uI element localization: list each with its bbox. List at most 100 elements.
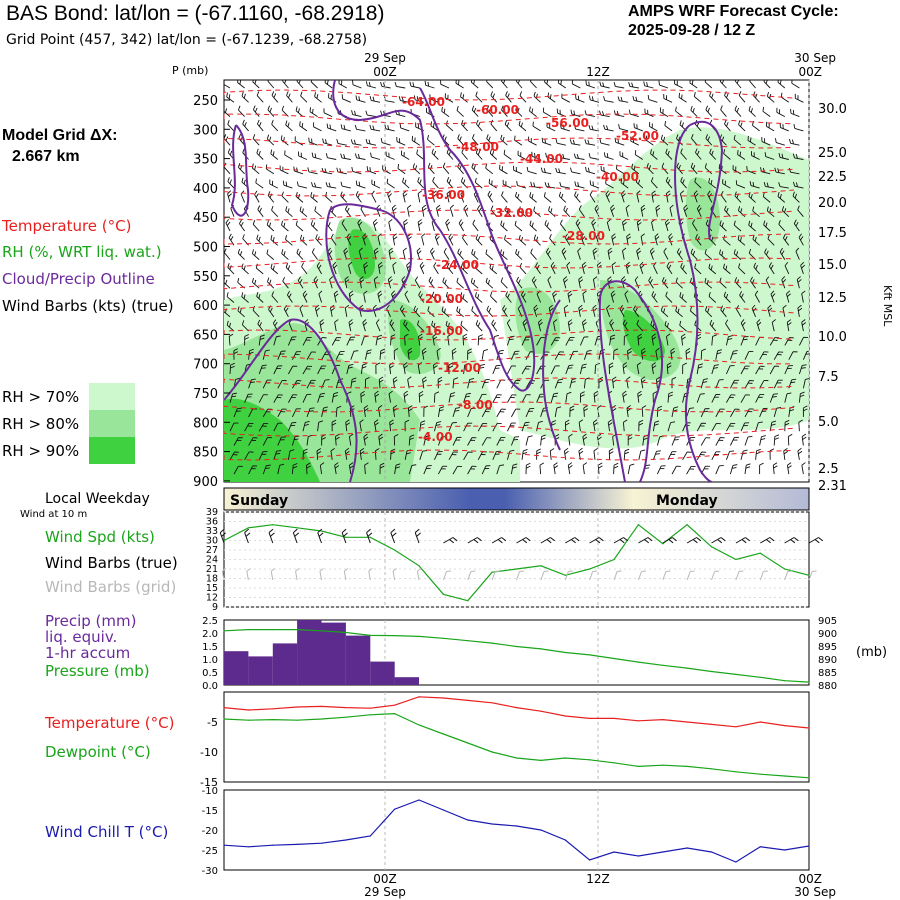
wind-barb (244, 422, 254, 432)
temperature-line-point (637, 720, 640, 722)
wind-barb (350, 350, 359, 360)
wind-barb (363, 405, 369, 417)
wind-barb (340, 124, 351, 132)
wind-barb (371, 179, 381, 189)
wind-barb (583, 405, 589, 417)
wind-barb-true (317, 528, 324, 544)
wind-barb (370, 152, 381, 160)
wind-barb (421, 233, 426, 246)
wind-barb (692, 219, 698, 232)
wind-barb (355, 180, 366, 189)
temperature-contour (224, 185, 795, 197)
wind-barb (639, 261, 645, 275)
wind-chill-line-point (784, 849, 786, 851)
wind-barb (341, 94, 351, 103)
temperature-line-point (296, 706, 298, 708)
wind-barb-true (219, 528, 226, 544)
wind-barb (431, 320, 439, 332)
wind-barb (545, 247, 552, 260)
pressure-line-point (491, 642, 493, 644)
temperature-line-point (491, 702, 493, 704)
wind-barb (380, 138, 391, 146)
wind-speed-line-point (247, 527, 249, 529)
wind-barb (373, 276, 379, 289)
wind-barb (643, 81, 654, 89)
wind-barb (711, 334, 717, 346)
pressure-line-point (540, 648, 542, 650)
wind-speed-line-point (564, 574, 566, 576)
pressure-tick: 900 (818, 629, 837, 640)
wind-barb (407, 204, 412, 217)
wind-barb (651, 333, 657, 346)
wind-barb (689, 306, 698, 318)
wind-barb (636, 320, 644, 332)
wind-barb (419, 420, 426, 432)
forecast-cycle: AMPS WRF Forecast Cycle: 2025-09-28 / 12… (628, 2, 839, 40)
wind-barb (704, 163, 713, 175)
wind-barb (623, 448, 630, 460)
wind-barb (584, 139, 596, 146)
wind-barb (306, 379, 316, 389)
wind-chill-line-point (345, 839, 347, 841)
wind-barb (798, 364, 807, 375)
wind-barb (755, 394, 765, 403)
wind-barb (331, 392, 339, 403)
wind-barb (759, 351, 769, 360)
wind-barb (440, 80, 450, 89)
wind-barb (505, 91, 512, 103)
wind-barb (297, 276, 304, 289)
bottom-date-label: 30 Sep (794, 885, 836, 899)
dewpoint-label: Dewpoint (°C) (45, 743, 151, 761)
wind-barb (350, 139, 362, 146)
wind-chill-line-point (247, 846, 249, 848)
wind-barb (797, 447, 803, 460)
wind-barb (330, 233, 337, 246)
dewpoint-line-point (759, 773, 761, 775)
wind-chill-line-point (394, 808, 396, 810)
wind-barb-grid (516, 570, 525, 581)
temperature-contour-label: -56.00 (546, 116, 589, 130)
wind-barbs-true-label: Wind Barbs (true) (45, 554, 178, 572)
pressure-unit-label: (mb) (856, 645, 887, 660)
wind-chill-line-point (686, 847, 688, 849)
wind-barb (448, 392, 456, 403)
wind-barb-grid (343, 568, 349, 581)
wind-barb (766, 206, 775, 218)
wind-barb (611, 233, 617, 246)
wind-barb (780, 92, 790, 103)
temperature-contour-label: -4.00 (418, 430, 453, 444)
top-hour-label: 00Z (799, 65, 823, 79)
height-tick: 30.0 (818, 102, 847, 117)
wind-barb (737, 235, 746, 246)
dewpoint-line-point (613, 762, 615, 764)
wind-barb (694, 263, 702, 275)
wind-barb (581, 319, 587, 332)
precip-label: Precip (mm) (45, 612, 137, 630)
wind-chill-line-point (564, 839, 566, 841)
wind-speed-line-point (637, 524, 640, 526)
wind-barb (724, 119, 731, 132)
pressure-line-point (369, 634, 371, 637)
temperature-contour (224, 377, 795, 389)
legend-temperature: Temperature (°C) (2, 217, 132, 235)
wind-barb (733, 220, 742, 232)
wind-barb (549, 448, 555, 460)
pressure-line-point (467, 640, 469, 642)
wind-barb (447, 333, 452, 346)
wind-barb (665, 333, 671, 346)
wind-barb (801, 462, 806, 475)
wind-barb (570, 167, 581, 175)
wind-barb (364, 376, 370, 389)
wind-barb (622, 247, 627, 260)
wind-barb (553, 319, 558, 332)
rh-region-i (224, 398, 320, 482)
precip-tick: 2.0 (202, 629, 218, 640)
wind-barb (676, 248, 683, 260)
wind-barb (387, 276, 393, 289)
wind-barb (233, 407, 242, 418)
wind-barb (501, 191, 508, 203)
wind-barb (565, 337, 575, 346)
wind-barb (726, 394, 736, 403)
wind-barb (291, 408, 301, 418)
wind-barb (340, 181, 351, 189)
